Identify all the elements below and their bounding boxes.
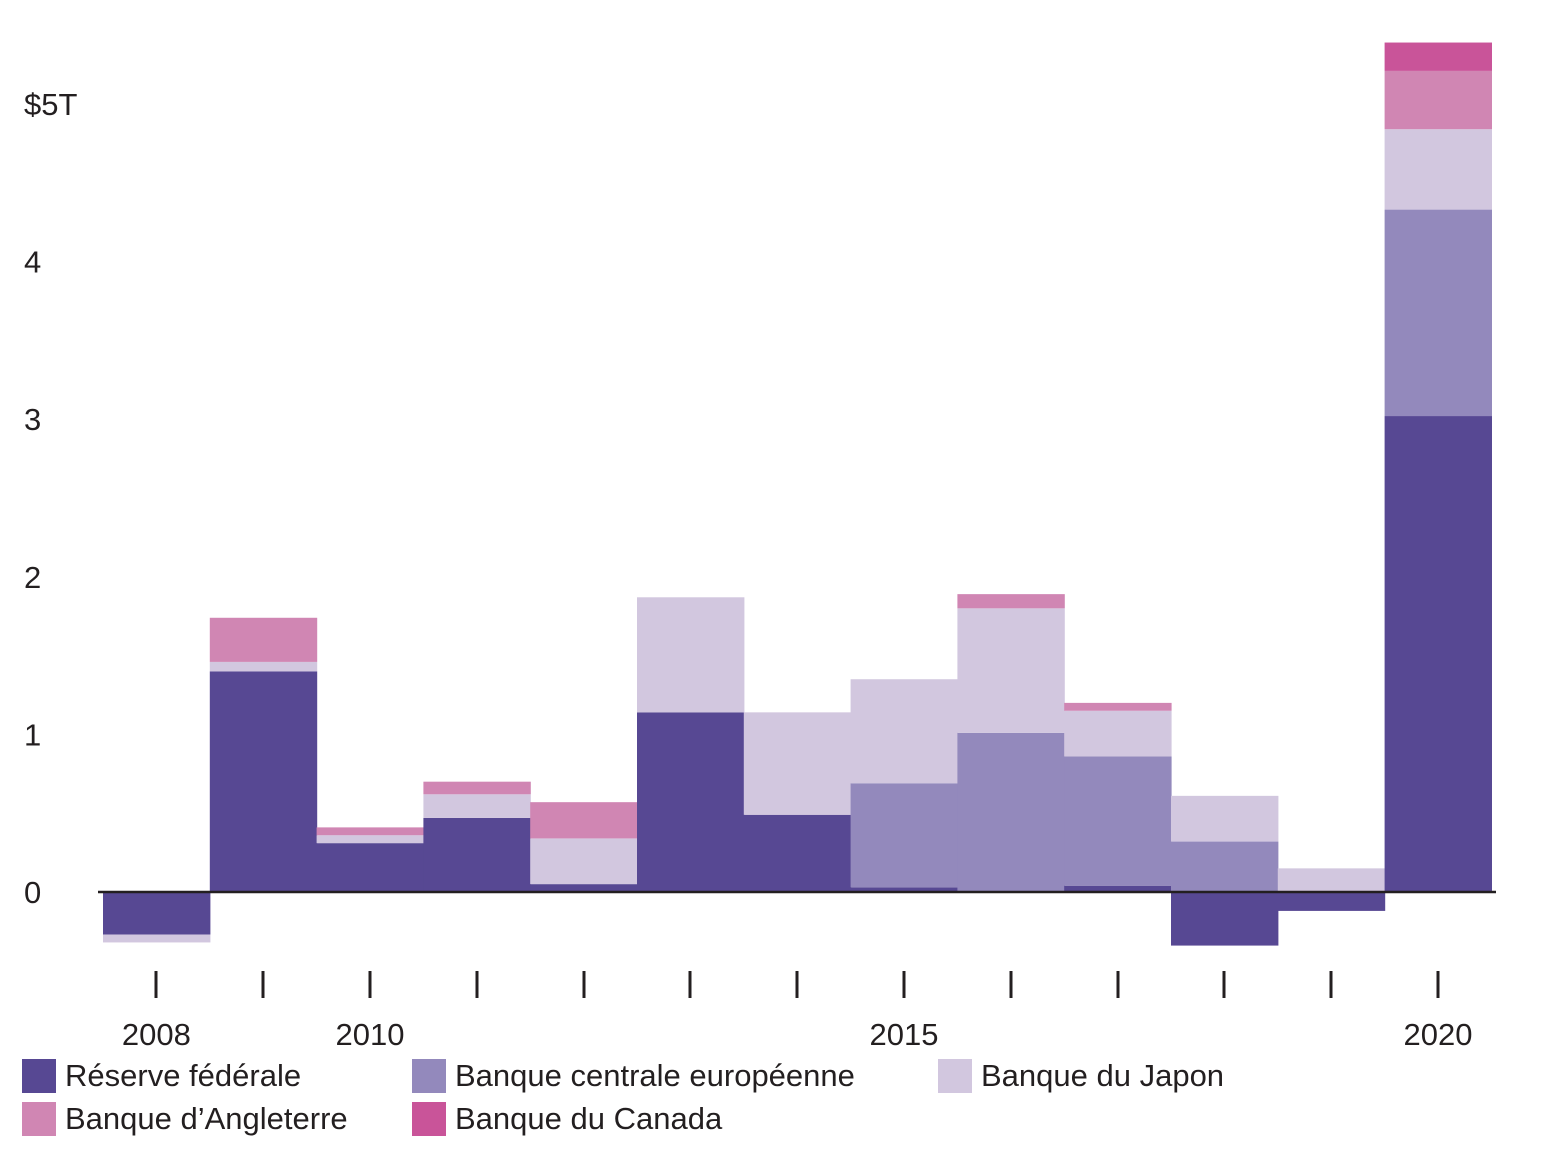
bar-segment-2018-series-2 — [1171, 795, 1279, 842]
bar-segment-2014-series-2 — [743, 712, 852, 815]
bars — [103, 42, 1492, 946]
legend-item-4: Banque du Canada — [412, 1099, 722, 1139]
bar-segment-2008-series-2 — [103, 934, 211, 943]
bar-segment-2013-series-2 — [637, 597, 745, 713]
bar-segment-2010-series-0 — [316, 843, 424, 892]
legend-label: Banque du Japon — [981, 1058, 1225, 1093]
legend-label: Banque du Canada — [455, 1101, 723, 1136]
bar-segment-2019-series-2 — [1277, 868, 1386, 892]
bar-segment-2020-series-3 — [1384, 70, 1492, 130]
bar-segment-2015-series-0 — [850, 887, 958, 892]
x-tick-label-2020: 2020 — [1404, 1017, 1473, 1052]
bar-segment-2010-series-3 — [316, 827, 424, 836]
bar-segment-2010-series-2 — [316, 835, 424, 844]
bar-segment-2018-series-1 — [1171, 841, 1279, 892]
bar-segment-2008-series-0 — [103, 892, 211, 935]
legend-swatch — [938, 1059, 972, 1093]
bar-segment-2012-series-0 — [530, 884, 638, 892]
legend-label: Réserve fédérale — [65, 1058, 302, 1093]
x-tick-label-2015: 2015 — [870, 1017, 939, 1052]
y-axis-labels: 0 1 2 3 4 $5T — [24, 87, 77, 910]
bar-segment-2015-series-2 — [850, 679, 958, 784]
bar-segment-2016-series-1 — [957, 732, 1065, 892]
legend-swatch — [22, 1059, 56, 1093]
bar-segment-2011-series-2 — [423, 794, 531, 818]
bar-segment-2020-series-4 — [1384, 42, 1492, 71]
bar-segment-2009-series-0 — [209, 671, 318, 892]
bar-segment-2020-series-2 — [1384, 129, 1492, 210]
bar-segment-2011-series-3 — [423, 781, 531, 795]
legend-item-0: Réserve fédérale — [22, 1056, 301, 1096]
bar-segment-2009-series-2 — [209, 661, 318, 672]
bar-segment-2014-series-0 — [743, 814, 852, 892]
bar-segment-2017-series-1 — [1064, 756, 1172, 886]
bar-segment-2016-series-3 — [957, 594, 1065, 609]
legend-item-3: Banque d’Angleterre — [22, 1099, 348, 1139]
legend-swatch — [412, 1102, 446, 1136]
bar-segment-2020-series-0 — [1384, 416, 1492, 892]
legend-item-1: Banque centrale européenne — [412, 1056, 855, 1096]
x-tick-label-2008: 2008 — [122, 1017, 191, 1052]
chart: 0 1 2 3 4 $5T 2008 2010 2015 2020 — [24, 42, 1496, 1052]
bar-segment-2017-series-0 — [1064, 885, 1172, 892]
legend-label: Banque d’Angleterre — [65, 1101, 348, 1136]
bar-segment-2015-series-1 — [850, 783, 958, 888]
y-tick-label-1: 1 — [24, 717, 41, 752]
legend-swatch — [22, 1102, 56, 1136]
legend-swatch — [412, 1059, 446, 1093]
y-tick-label-5: $5T — [24, 87, 77, 122]
bar-segment-2011-series-0 — [423, 817, 531, 892]
bar-segment-2018-series-0 — [1171, 892, 1279, 946]
x-tick-label-2010: 2010 — [336, 1017, 405, 1052]
bar-segment-2013-series-0 — [637, 712, 745, 892]
bar-segment-2020-series-1 — [1384, 209, 1492, 417]
legend-item-2: Banque du Japon — [938, 1056, 1224, 1096]
x-axis-labels: 2008 2010 2015 2020 — [122, 1017, 1473, 1052]
x-axis-ticks — [154, 971, 1440, 998]
y-tick-label-4: 4 — [24, 245, 41, 280]
bar-segment-2017-series-3 — [1064, 702, 1172, 711]
bar-segment-2016-series-2 — [957, 608, 1065, 733]
bar-segment-2017-series-2 — [1064, 710, 1172, 757]
y-tick-label-3: 3 — [24, 402, 41, 437]
bar-segment-2009-series-3 — [209, 617, 318, 662]
y-tick-label-0: 0 — [24, 875, 41, 910]
y-tick-label-2: 2 — [24, 560, 41, 595]
bar-segment-2012-series-2 — [530, 838, 638, 885]
legend-label: Banque centrale européenne — [455, 1058, 855, 1093]
bar-segment-2012-series-3 — [530, 802, 638, 839]
bar-segment-2019-series-0 — [1277, 892, 1386, 911]
